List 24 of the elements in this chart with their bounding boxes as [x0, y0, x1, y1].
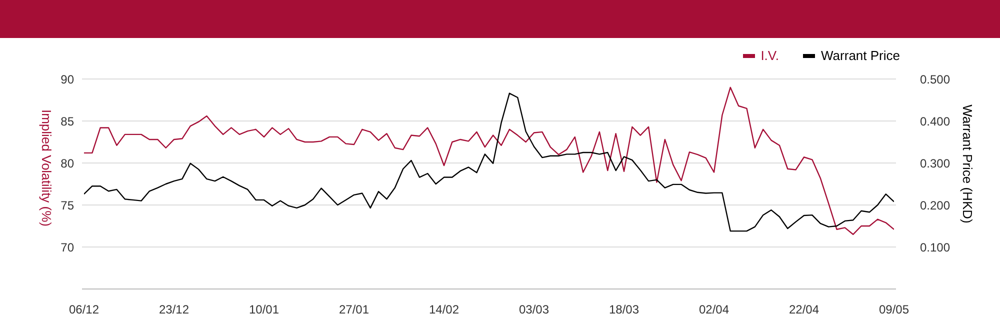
y-axis-title: Implied Volatility (%): [38, 109, 55, 227]
x-tick-label: 06/12: [68, 302, 100, 317]
x-tick-label: 10/01: [248, 302, 280, 317]
x-tick-label: 27/01: [338, 302, 370, 317]
x-tick-label: 03/03: [518, 302, 550, 317]
y2-tick-label: 0.400: [920, 114, 950, 128]
y2-tick-label: 0.100: [920, 240, 950, 254]
y-tick-label: 85: [60, 114, 74, 128]
y-tick-label: 70: [60, 240, 74, 254]
y-tick-label: 75: [60, 198, 74, 212]
x-tick-label: 23/12: [158, 302, 190, 317]
x-tick-label: 14/02: [428, 302, 460, 317]
x-tick-label: 09/05: [878, 302, 910, 317]
x-tick-label: 18/03: [608, 302, 640, 317]
y2-tick-label: 0.500: [920, 72, 950, 86]
y-tick-label: 90: [60, 72, 74, 86]
legend-label: Warrant Price: [821, 48, 900, 63]
legend-label: I.V.: [760, 48, 780, 63]
y2-tick-label: 0.200: [920, 198, 950, 212]
y2-tick-label: 0.300: [920, 156, 950, 170]
x-tick-label: 22/04: [788, 302, 820, 317]
x-tick-label: 02/04: [698, 302, 730, 317]
y-tick-label: 80: [60, 156, 74, 170]
y2-axis-title: Warrant Price (HKD): [959, 104, 976, 226]
